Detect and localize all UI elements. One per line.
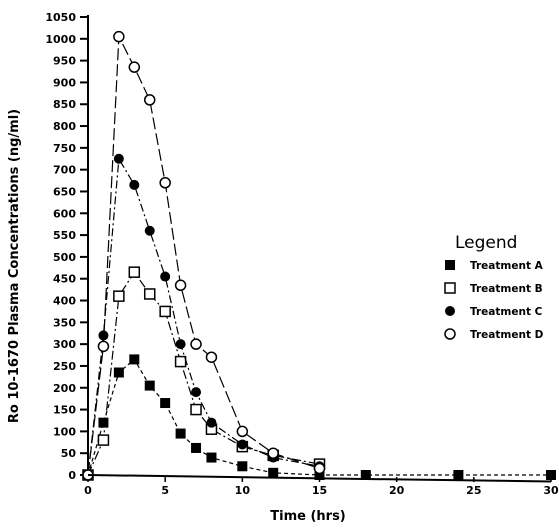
data-point — [268, 467, 279, 478]
data-point — [190, 403, 202, 416]
x-axis-title: Time (hrs) — [270, 509, 346, 524]
data-point — [236, 425, 249, 438]
legend: Legend Treatment A Treatment B Treatment C… — [444, 233, 544, 341]
data-point — [313, 462, 326, 475]
series-layer — [82, 30, 556, 483]
x-tick-label: 20 — [389, 484, 405, 497]
series-treatment-a — [83, 354, 556, 480]
data-point — [144, 380, 155, 391]
data-point — [97, 340, 110, 353]
legend-item: Treatment B — [444, 282, 543, 295]
data-point — [113, 153, 124, 164]
y-tick-label: 0 — [68, 469, 76, 482]
y-tick-label: 850 — [53, 98, 76, 111]
data-point — [360, 470, 371, 480]
y-tick-label: 450 — [53, 273, 76, 286]
y-tick-label: 200 — [53, 382, 76, 395]
data-point — [314, 470, 325, 480]
data-point — [546, 470, 556, 480]
series-treatment-c — [83, 153, 325, 480]
y-tick-label: 150 — [53, 404, 76, 417]
data-point — [159, 305, 171, 318]
legend-title: Legend — [455, 233, 517, 253]
data-point — [129, 179, 140, 190]
x-tick-label: 0 — [84, 484, 92, 497]
data-point — [191, 387, 202, 398]
x-tick-label: 5 — [161, 484, 169, 497]
y-tick-label: 1000 — [45, 33, 76, 46]
data-point — [113, 290, 125, 302]
series-line — [87, 34, 320, 476]
legend-label: Treatment B — [470, 283, 543, 295]
data-point — [174, 279, 187, 292]
y-tick-label: 400 — [53, 295, 76, 308]
series-baseline — [87, 474, 552, 483]
y-tick-label: 700 — [53, 164, 76, 177]
legend-item: Treatment A — [445, 260, 544, 272]
y-tick-label: 900 — [53, 76, 76, 89]
data-point — [175, 339, 186, 350]
data-point — [160, 271, 171, 282]
legend-label: Treatment A — [470, 260, 544, 272]
x-tick-label: 30 — [543, 484, 559, 497]
legend-item: Treatment D — [444, 328, 544, 341]
data-point — [113, 367, 124, 378]
y-tick-label: 550 — [53, 229, 76, 242]
data-point — [144, 225, 155, 236]
y-tick-label: 800 — [53, 120, 76, 133]
series-treatment-d — [82, 30, 326, 481]
data-point — [191, 442, 202, 453]
data-point — [237, 439, 248, 450]
y-tick-label: 1050 — [45, 11, 76, 24]
legend-label: Treatment C — [470, 306, 543, 318]
x-tick-label: 10 — [235, 484, 251, 497]
data-point — [453, 470, 464, 480]
data-point — [175, 428, 186, 439]
data-point — [143, 288, 156, 300]
y-tick-label: 100 — [53, 425, 76, 438]
y-tick-label: 650 — [53, 185, 76, 198]
data-point — [98, 417, 109, 428]
y-tick-label: 50 — [61, 447, 77, 460]
legend-marker — [445, 260, 455, 270]
data-point — [143, 94, 156, 106]
data-point — [159, 177, 171, 189]
y-tick-label: 350 — [53, 316, 76, 329]
legend-marker — [444, 328, 456, 340]
data-point — [205, 351, 218, 363]
y-tick-label: 950 — [53, 55, 76, 68]
data-point — [237, 461, 248, 472]
data-point — [190, 338, 202, 350]
series-line — [87, 358, 551, 476]
data-point — [267, 447, 279, 459]
legend-marker — [444, 282, 456, 294]
x-tick-label: 25 — [466, 484, 481, 497]
legend-marker — [445, 306, 455, 316]
y-axis-ticks: 0 50 100 150 200 250 300 350 400 450 500 550 600 650 7… — [45, 11, 88, 482]
data-point — [97, 434, 110, 446]
legend-items: Treatment A Treatment B Treatment C Treatme… — [444, 260, 544, 341]
series-line — [87, 474, 552, 483]
x-axis-ticks: 0 5 10 15 20 25 30 — [84, 477, 559, 497]
data-point — [113, 30, 125, 43]
legend-item: Treatment C — [445, 306, 543, 318]
data-point — [174, 355, 187, 368]
legend-label: Treatment D — [470, 329, 544, 341]
x-tick-label: 15 — [312, 484, 327, 497]
data-point — [98, 330, 109, 341]
y-tick-label: 750 — [53, 142, 76, 155]
data-point — [206, 452, 217, 463]
data-point — [128, 61, 141, 73]
data-point — [160, 398, 171, 409]
y-tick-label: 500 — [53, 251, 76, 264]
series-line — [87, 156, 320, 476]
y-tick-label: 300 — [53, 338, 76, 351]
y-tick-label: 250 — [53, 360, 76, 373]
y-tick-label: 600 — [53, 207, 76, 220]
data-point — [128, 266, 141, 278]
data-point — [206, 417, 217, 428]
data-point — [129, 354, 140, 365]
y-axis-title: Ro 10-1670 Plasma Concentrations (ng/ml) — [7, 109, 22, 423]
